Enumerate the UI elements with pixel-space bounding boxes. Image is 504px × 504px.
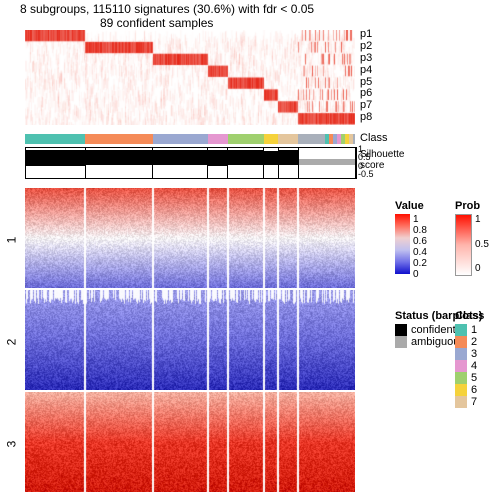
heatmap-row-label-2: 2 (4, 339, 18, 346)
page-title: 8 subgroups, 115110 signatures (30.6%) w… (20, 2, 390, 16)
silhouette-box (25, 147, 357, 179)
class-bar (25, 134, 355, 144)
p-label: p5 (360, 76, 372, 88)
heatmap-row-3 (25, 392, 355, 492)
p-label: p7 (360, 99, 372, 111)
heatmap-row-2 (25, 290, 355, 390)
class-bar-label: Class (360, 132, 388, 144)
legend-class: Class1234567 (455, 310, 484, 408)
p-label: p3 (360, 52, 372, 64)
class-bar-stripes (325, 134, 353, 144)
p-label: p4 (360, 64, 372, 76)
p-label: p6 (360, 87, 372, 99)
legend-value: Value10.80.60.40.20 (395, 200, 427, 274)
page-subtitle: 89 confident samples (100, 16, 213, 30)
p-label: p2 (360, 40, 372, 52)
legend-prob: Prob10.50 (455, 200, 489, 276)
heatmap-row-1 (25, 188, 355, 288)
p-label: p8 (360, 111, 372, 123)
p-block-map (25, 30, 355, 125)
p-label: p1 (360, 28, 372, 40)
heatmap-row-label-1: 1 (4, 237, 18, 244)
heatmap-row-label-3: 3 (4, 441, 18, 448)
